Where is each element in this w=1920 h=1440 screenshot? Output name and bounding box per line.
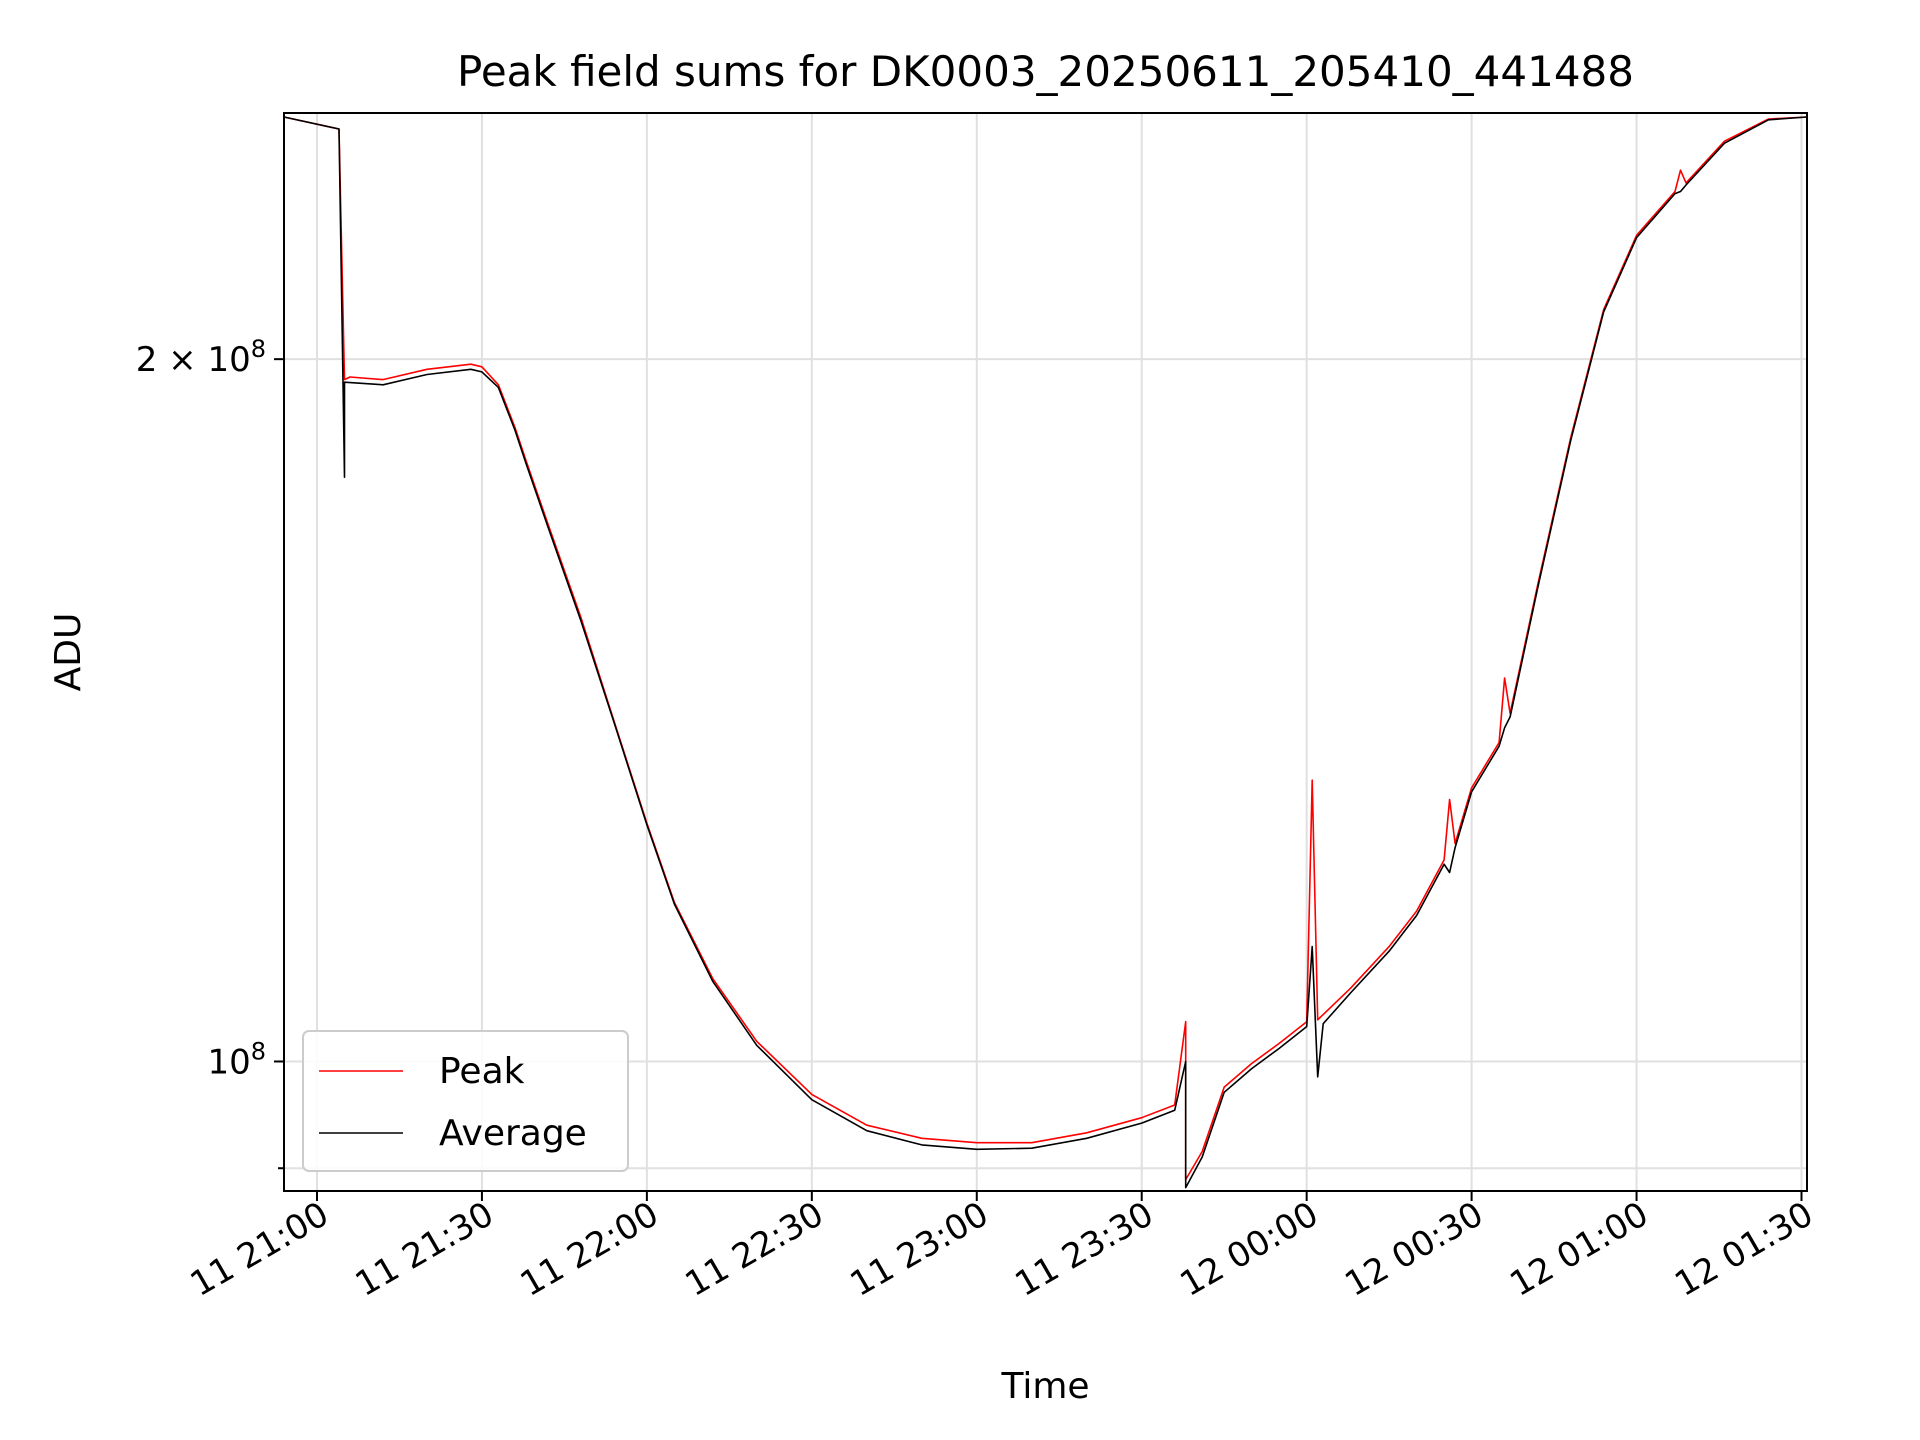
y-tick-label: 2 × 108: [136, 335, 266, 380]
y-tick-exponent: 8: [251, 335, 266, 363]
legend-label: Peak: [439, 1051, 525, 1092]
y-tick-label: 108: [207, 1037, 266, 1082]
legend-label: Average: [439, 1113, 587, 1154]
y-tick-exponent: 8: [251, 1037, 266, 1065]
y-tick-base: 2 × 10: [136, 340, 251, 380]
chart-title: Peak field sums for DK0003_20250611_2054…: [457, 47, 1634, 96]
legend-box: [302, 1030, 629, 1172]
x-axis-title: Time: [1000, 1366, 1089, 1407]
y-tick-base: 10: [207, 1042, 250, 1082]
legend: Peak Average: [302, 1030, 629, 1172]
y-axis-title: ADU: [48, 613, 89, 692]
series-layer: [283, 116, 1808, 1189]
series-line-average: [283, 116, 1808, 1189]
plot-frame: [283, 112, 1808, 1192]
grid: [284, 113, 1807, 1191]
